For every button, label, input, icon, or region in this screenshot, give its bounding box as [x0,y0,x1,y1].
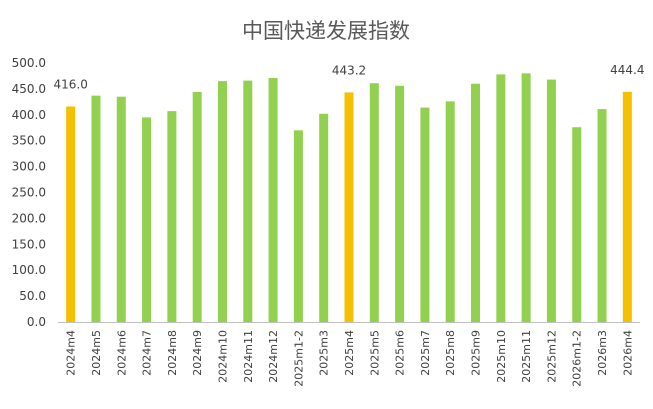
x-tick-label: 2025m12 [545,330,558,383]
x-tick-label: 2024m11 [242,330,255,383]
x-tick-label: 2024m4 [65,330,78,376]
x-tick-label: 2024m7 [141,330,154,376]
x-tick-label: 2026m4 [621,330,634,376]
data-label: 416.0 [53,78,87,92]
x-tick-label: 2024m6 [115,330,128,376]
y-tick-label: 200.0 [12,211,46,225]
x-tick-label: 2025m6 [394,330,407,376]
bar [217,81,227,322]
x-tick-label: 2024m8 [166,330,179,376]
x-tick-label: 2026m3 [596,330,609,376]
x-tick-label: 2024m12 [267,330,280,383]
bar [597,109,607,323]
bar [66,106,76,323]
x-tick-label: 2025m3 [318,330,331,376]
x-tick-label: 2025m1-2 [292,330,305,387]
data-labels-group: 416.0 443.2 444.4 [53,63,644,92]
y-tick-label: 150.0 [12,237,46,251]
x-tick-label: 2024m10 [216,330,229,383]
bar [268,78,278,322]
bar [395,85,405,323]
x-axis: 2024m4 2024m5 2024m6 2024m7 2024m8 2024m9 2024… [65,330,635,387]
bar [344,92,354,323]
bar [572,127,582,323]
bar [622,91,632,322]
y-tick-label: 500.0 [12,56,46,70]
x-tick-label: 2025m10 [495,330,508,383]
bar [546,79,556,323]
bar [142,117,152,322]
bar [116,96,126,322]
x-tick-label: 2025m5 [368,330,381,376]
x-tick-label: 2025m8 [444,330,457,376]
x-tick-label: 2024m9 [191,330,204,376]
bar [91,95,101,322]
y-tick-label: 250.0 [12,186,46,200]
x-tick-label: 2025m7 [419,330,432,376]
y-tick-label: 300.0 [12,160,46,174]
x-tick-label: 2025m4 [343,330,356,376]
bar [521,73,531,322]
bars-group [66,73,632,323]
bar [496,74,506,323]
data-label: 444.4 [610,63,644,77]
x-tick-label: 2026m1-2 [571,330,584,387]
x-tick-label: 2024m5 [90,330,103,376]
data-label: 443.2 [332,63,366,77]
x-tick-label: 2025m11 [520,330,533,383]
y-tick-label: 50.0 [19,289,46,303]
y-tick-label: 400.0 [12,108,46,122]
bar [319,113,329,322]
y-tick-label: 100.0 [12,263,46,277]
x-tick-label: 2025m9 [470,330,483,376]
y-axis: 0.0 50.0 100.0 150.0 200.0 250.0 300.0 350.0 400… [12,56,46,329]
bar [167,111,177,322]
y-tick-label: 450.0 [12,82,46,96]
bar [192,92,202,323]
bar [420,107,430,322]
y-tick-label: 350.0 [12,134,46,148]
chart-title: 中国快递发展指数 [242,19,410,43]
bar [243,80,253,322]
bar [445,101,455,322]
y-tick-label: 0.0 [27,315,46,329]
bar [471,83,481,322]
bar [369,83,379,323]
bar [293,130,303,322]
